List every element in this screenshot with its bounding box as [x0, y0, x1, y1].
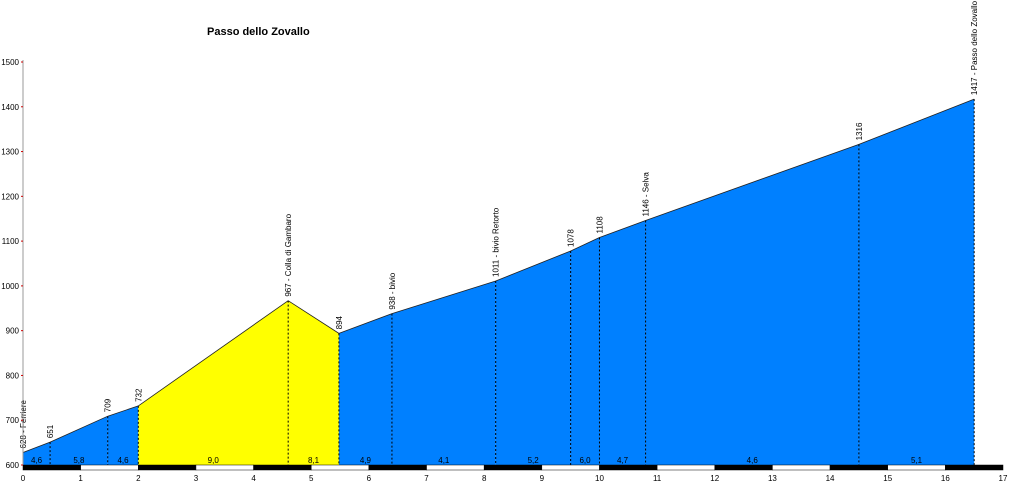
x-tick-label: 11 [653, 474, 662, 483]
waypoint-label: 1146 - Selva [642, 172, 651, 217]
profile-segment [107, 405, 139, 465]
gradient-label: 5,1 [911, 456, 923, 465]
x-tick-label: 17 [999, 474, 1008, 483]
y-tick-label: 1100 [2, 237, 20, 246]
x-tick-label: 5 [309, 474, 314, 483]
km-scale-bar [22, 464, 81, 471]
gradient-label: 4,6 [117, 456, 129, 465]
km-scale-bar [541, 464, 600, 471]
km-scale-bar [195, 464, 254, 471]
profile-line [287, 300, 340, 334]
gradient-label: 4,6 [31, 456, 43, 465]
x-tick-label: 9 [540, 474, 545, 483]
profile-segment [338, 313, 392, 465]
profile-segment [138, 300, 289, 465]
profile-segment [288, 300, 339, 465]
waypoint-label: 1108 [595, 216, 604, 234]
x-tick-label: 8 [482, 474, 487, 483]
km-scale-bar [253, 464, 312, 471]
km-scale-bar [368, 464, 427, 471]
profile-line [391, 280, 496, 315]
y-tick-label: 1000 [1, 282, 19, 291]
waypoint-label: 1011 - bivio Retorto [492, 207, 501, 277]
gradient-label: 4,6 [747, 456, 759, 465]
km-scale-bar [80, 464, 139, 471]
profile-line [599, 220, 646, 238]
waypoint-label: 709 [104, 398, 113, 412]
chart-title: Passo dello Zovallo [207, 26, 310, 38]
x-tick-label: 16 [941, 474, 950, 483]
profile-segment [50, 416, 108, 465]
waypoint-label: 1316 [855, 122, 864, 140]
profile-line [570, 237, 600, 252]
y-tick-label: 1200 [1, 192, 19, 201]
km-scale-bar [945, 464, 1004, 471]
waypoint-label: 1078 [567, 229, 576, 247]
km-scale-bar [714, 464, 773, 471]
waypoint-label: 894 [335, 315, 344, 329]
y-tick-label: 800 [6, 371, 20, 380]
gradient-label: 9,0 [208, 456, 220, 465]
profile-line [495, 250, 571, 282]
x-tick-label: 10 [595, 474, 604, 483]
km-scale-bar [599, 464, 658, 471]
profile-segment [599, 220, 646, 465]
waypoint-label: 651 [46, 424, 55, 438]
km-scale-bar [887, 464, 946, 471]
gradient-label: 4,7 [617, 456, 629, 465]
waypoint-label: 938 - bivio [388, 272, 397, 309]
y-tick-label: 600 [6, 461, 20, 470]
x-tick-label: 4 [251, 474, 256, 483]
profile-segment [858, 99, 975, 465]
profile-line [22, 441, 51, 453]
profile-segment [391, 280, 496, 465]
waypoint-label: 1417 - Passo dello Zovallo [970, 0, 979, 95]
profile-line [645, 144, 860, 221]
x-tick-label: 7 [424, 474, 429, 483]
profile-segment [570, 237, 600, 465]
gradient-label: 6,0 [579, 456, 591, 465]
gradient-label: 8,1 [308, 456, 320, 465]
waypoint-label: 732 [134, 388, 143, 402]
x-tick-label: 3 [194, 474, 199, 483]
gradient-label: 5,2 [528, 456, 540, 465]
profile-segment [495, 250, 571, 465]
x-tick-label: 1 [78, 474, 83, 483]
x-tick-label: 15 [883, 474, 892, 483]
gradient-label: 4,9 [360, 456, 372, 465]
y-tick-label: 1300 [1, 148, 19, 157]
profile-line [138, 300, 289, 407]
km-scale-bar [310, 464, 370, 471]
profile-segment [23, 442, 51, 465]
profile-line [338, 313, 393, 334]
gradient-label: 5,8 [73, 456, 85, 465]
y-tick-label: 1500 [1, 58, 19, 67]
profile-line [49, 415, 108, 443]
km-scale-bar [483, 464, 543, 471]
km-scale-bar [426, 464, 485, 471]
gradient-label: 4,1 [438, 456, 450, 465]
km-scale-bar [772, 464, 831, 471]
x-tick-label: 12 [710, 474, 719, 483]
y-tick-label: 1400 [1, 103, 19, 112]
x-tick-label: 14 [826, 474, 835, 483]
y-tick-label: 700 [6, 416, 20, 425]
x-tick-label: 6 [367, 474, 372, 483]
x-tick-label: 0 [21, 474, 26, 483]
waypoint-label: 967 - Colla di Gambaro [284, 213, 293, 296]
y-tick-label: 900 [6, 327, 20, 336]
x-tick-label: 13 [768, 474, 777, 483]
km-scale-bar [829, 464, 888, 471]
profile-segment [645, 144, 859, 465]
x-tick-label: 2 [136, 474, 141, 483]
profile-line [858, 98, 975, 145]
km-scale-bar [656, 464, 716, 471]
profile-line [107, 405, 139, 417]
km-scale-bar [138, 464, 197, 471]
